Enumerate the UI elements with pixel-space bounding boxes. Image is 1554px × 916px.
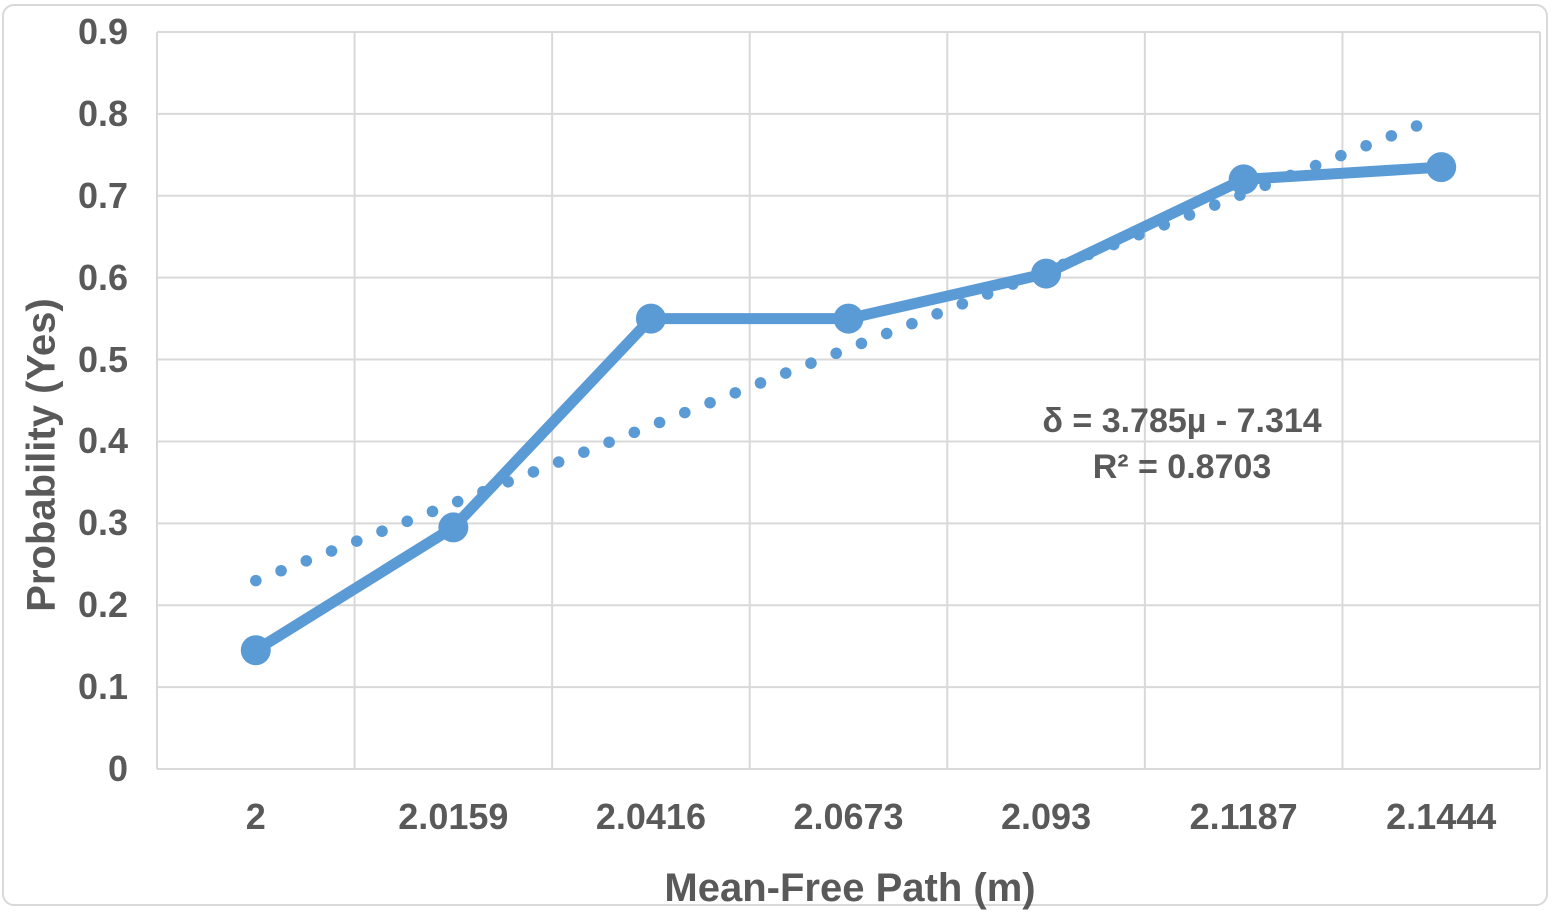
data-point-marker	[438, 512, 469, 543]
x-tick-label: 2	[245, 796, 266, 837]
data-point-marker	[1228, 164, 1259, 195]
trendline-dots	[250, 110, 1447, 587]
gridlines	[156, 31, 1541, 770]
trendline-dotted	[250, 110, 1447, 587]
trendline-equation-line1: δ = 3.785µ - 7.314	[1042, 402, 1322, 440]
y-tick-label: 0.4	[77, 420, 128, 462]
x-tick-label: 2.1187	[1189, 796, 1298, 837]
x-tick-label: 2.1444	[1386, 796, 1497, 837]
data-point-marker	[833, 303, 864, 334]
chart-frame	[2, 4, 1548, 906]
y-tick-label: 0.7	[77, 174, 128, 216]
x-tick-label: 2.0673	[793, 796, 904, 837]
x-axis-title: Mean-Free Path (m)	[664, 866, 1036, 910]
y-tick-label: 0.3	[77, 502, 128, 544]
y-tick-label: 0.8	[77, 92, 128, 134]
data-point-marker	[1426, 152, 1457, 183]
trendline-equation-line2: R² = 0.8703	[1092, 448, 1272, 486]
x-tick-label: 2.0159	[398, 796, 509, 837]
data-series-line	[240, 152, 1457, 666]
y-tick-label: 0.9	[77, 11, 128, 52]
y-tick-label: 0.5	[77, 338, 128, 380]
trendline-equation: δ = 3.785µ - 7.314 R² = 0.8703	[1042, 398, 1321, 490]
x-tick-label: 2.093	[1001, 796, 1092, 837]
y-tick-label: 0	[107, 748, 128, 789]
x-tick-label: 2.0416	[595, 796, 706, 837]
y-tick-label: 0.1	[77, 666, 128, 708]
y-axis-title: Probability (Yes)	[19, 298, 64, 612]
y-tick-label: 0.6	[77, 256, 128, 298]
data-point-marker	[1031, 258, 1062, 289]
data-point-marker	[240, 635, 271, 666]
y-tick-label: 0.2	[77, 584, 128, 626]
data-point-marker	[635, 303, 666, 334]
